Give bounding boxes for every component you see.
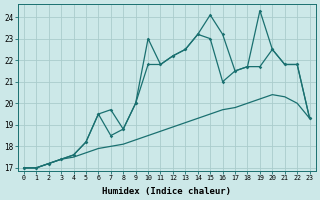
X-axis label: Humidex (Indice chaleur): Humidex (Indice chaleur) [102,187,231,196]
